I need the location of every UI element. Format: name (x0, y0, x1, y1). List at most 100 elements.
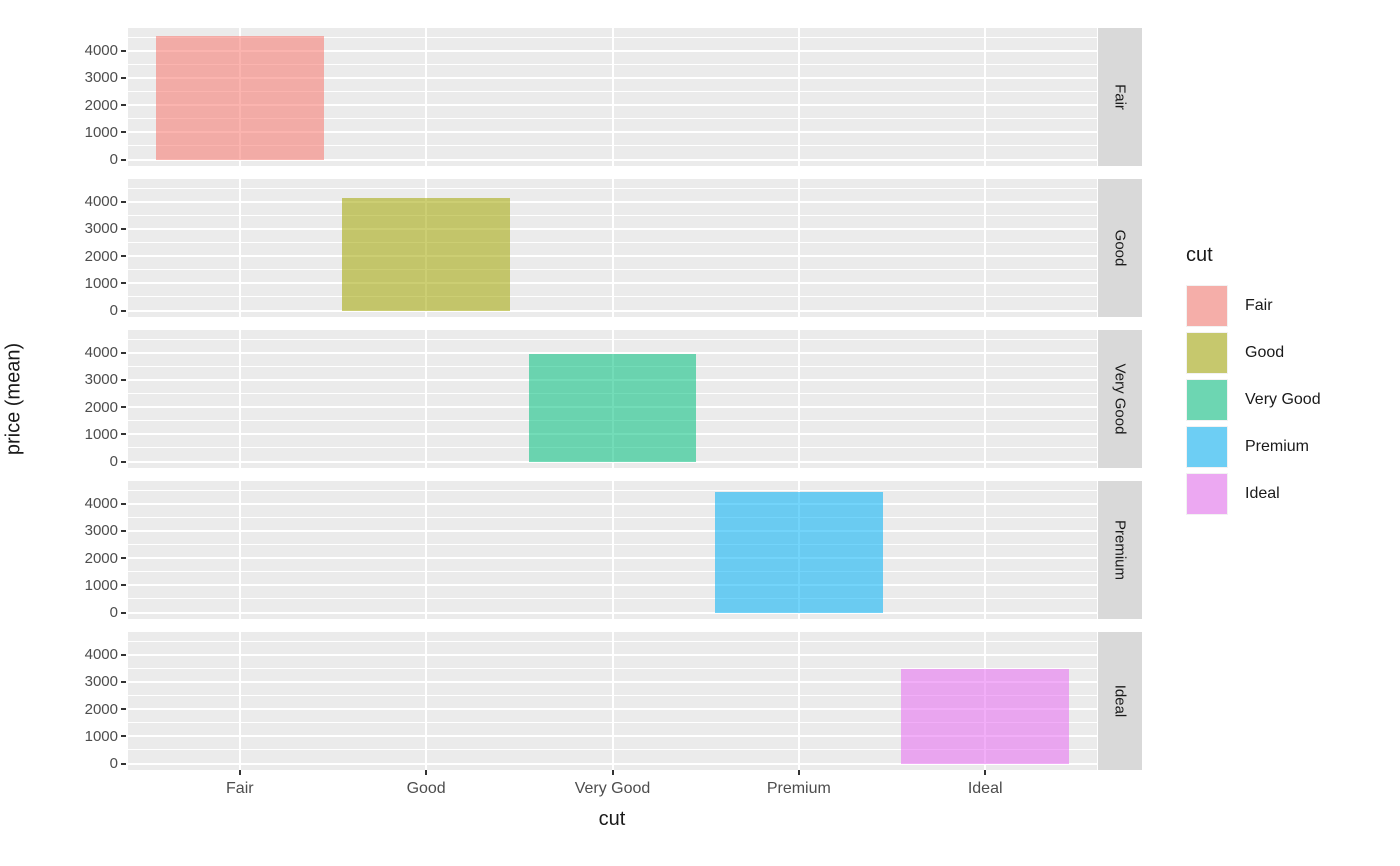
y-tick-label-0: 0 (109, 302, 118, 319)
legend-key (1186, 473, 1228, 515)
gridline-major-x-good (425, 632, 428, 770)
bar-premium (715, 492, 883, 613)
y-tick-label-4000: 4000 (84, 193, 118, 211)
gridline-major-x-very-good (611, 179, 614, 317)
legend-label: Premium (1245, 438, 1310, 455)
y-tick-mark-1000 (121, 433, 126, 436)
panel (128, 179, 1097, 317)
legend-key-fill (1187, 380, 1227, 420)
y-tick-mark-1000 (121, 584, 126, 587)
gridline-major-x-very-good (611, 481, 614, 619)
y-tick-label-1000: 1000 (84, 123, 118, 141)
gridline-major-x-fair (238, 481, 241, 619)
y-tick-label-4000: 4000 (84, 42, 118, 60)
gridline-major-x-premium (797, 330, 800, 468)
legend-key-fill (1187, 427, 1227, 467)
bar-fair (156, 36, 324, 160)
facet-strip-label: Very Good (1111, 363, 1129, 435)
y-tick-mark-4000 (121, 502, 126, 505)
y-tick-mark-1000 (121, 131, 126, 134)
gridline-major-x-good (425, 330, 428, 468)
bar-good (342, 197, 510, 311)
y-tick-mark-4000 (121, 351, 126, 354)
gridline-major-x-fair (238, 330, 241, 468)
x-tick-label-good: Good (406, 780, 446, 797)
y-tick-mark-2000 (121, 557, 126, 560)
bar-ideal (901, 669, 1069, 764)
panel (128, 481, 1097, 619)
y-tick-label-0: 0 (109, 151, 118, 168)
y-tick-label-3000: 3000 (84, 220, 118, 238)
gridline-major-x-very-good (611, 28, 614, 166)
legend-item-good: Good (1186, 332, 1396, 374)
y-tick-mark-3000 (121, 529, 126, 532)
gridline-major-x-ideal (984, 481, 987, 619)
panel (128, 28, 1097, 166)
facet-strip-premium: Premium (1098, 481, 1142, 619)
gridline-major-x-good (425, 28, 428, 166)
facet-row-ideal: 0 1000 2000 3000 4000 Ideal (0, 632, 1400, 771)
x-axis-title: cut (598, 808, 626, 830)
gridline-major-x-very-good (611, 632, 614, 770)
legend-item-fair: Fair (1186, 285, 1396, 327)
y-tick-mark-0 (121, 309, 126, 312)
y-tick-mark-3000 (121, 378, 126, 381)
legend-key (1186, 379, 1228, 421)
x-tick-label-premium: Premium (766, 780, 831, 797)
x-tick-mark-ideal (984, 770, 987, 775)
gridline-major-x-fair (238, 179, 241, 317)
y-tick-mark-1000 (121, 282, 126, 285)
x-tick-mark-very-good (611, 770, 614, 775)
facet-strip-label: Premium (1111, 519, 1129, 581)
y-tick-label-1000: 1000 (84, 576, 118, 594)
panel (128, 330, 1097, 468)
legend-item-very-good: Very Good (1186, 379, 1396, 421)
legend-items: Fair Good Very Good Premium Ideal (1186, 285, 1396, 515)
legend-key-fill (1187, 286, 1227, 326)
facet-row-good: 0 1000 2000 3000 4000 Good (0, 179, 1400, 319)
y-tick-label-4000: 4000 (84, 646, 118, 664)
y-tick-mark-0 (121, 611, 126, 614)
facet-strip-ideal: Ideal (1098, 632, 1142, 770)
legend-item-premium: Premium (1186, 426, 1396, 468)
y-tick-label-3000: 3000 (84, 371, 118, 389)
legend-key-fill (1187, 474, 1227, 514)
legend-key (1186, 285, 1228, 327)
y-tick-label-3000: 3000 (84, 69, 118, 87)
facet-strip-good: Good (1098, 179, 1142, 317)
y-tick-label-4000: 4000 (84, 344, 118, 362)
x-tick-mark-fair (238, 770, 241, 775)
y-tick-mark-2000 (121, 104, 126, 107)
y-tick-mark-1000 (121, 735, 126, 738)
y-tick-label-2000: 2000 (84, 700, 118, 718)
gridline-major-x-fair (238, 632, 241, 770)
x-tick-label-ideal: Ideal (967, 780, 1003, 797)
legend-title: cut (1186, 244, 1213, 266)
y-tick-mark-2000 (121, 708, 126, 711)
y-tick-label-1000: 1000 (84, 274, 118, 292)
y-tick-mark-0 (121, 762, 126, 765)
gridline-major-x-ideal (984, 330, 987, 468)
x-tick-label-very-good: Very Good (574, 780, 651, 797)
legend-label: Ideal (1245, 485, 1280, 502)
y-tick-label-2000: 2000 (84, 398, 118, 416)
x-tick-mark-premium (797, 770, 800, 775)
facet-strip-label: Good (1111, 229, 1129, 267)
y-tick-label-4000: 4000 (84, 495, 118, 513)
y-tick-label-2000: 2000 (84, 247, 118, 265)
gridline-major-x-premium (797, 28, 800, 166)
y-tick-label-1000: 1000 (84, 727, 118, 745)
legend-label: Good (1245, 344, 1285, 361)
y-tick-label-2000: 2000 (84, 549, 118, 567)
x-tick-label-fair: Fair (226, 780, 254, 797)
y-tick-mark-2000 (121, 255, 126, 258)
y-tick-label-0: 0 (109, 453, 118, 470)
y-tick-mark-4000 (121, 653, 126, 656)
legend-key (1186, 426, 1228, 468)
y-tick-mark-2000 (121, 406, 126, 409)
legend: cut Fair Good Very Good Premium Ideal (1186, 244, 1396, 520)
y-tick-mark-0 (121, 460, 126, 463)
y-tick-mark-4000 (121, 200, 126, 203)
facet-row-premium: 0 1000 2000 3000 4000 Premium (0, 481, 1400, 620)
